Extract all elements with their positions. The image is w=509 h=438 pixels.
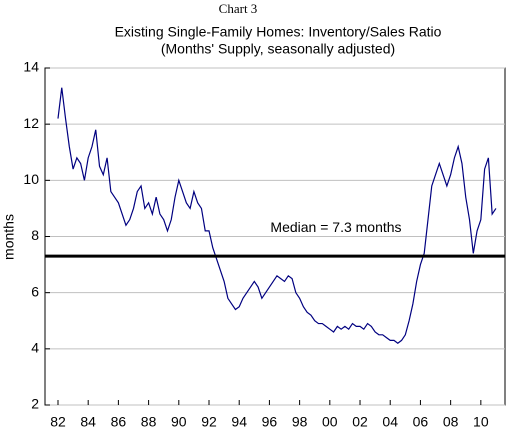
x-tick-label: 96 <box>262 414 278 430</box>
y-tick-label: 2 <box>31 396 39 412</box>
y-tick-label: 8 <box>31 227 39 243</box>
chart-subtitle: (Months' Supply, seasonally adjusted) <box>161 41 395 57</box>
x-tick-label: 86 <box>111 414 127 430</box>
y-tick-label: 6 <box>31 283 39 299</box>
y-tick-label: 12 <box>23 115 39 131</box>
x-tick-label: 00 <box>322 414 338 430</box>
x-tick-label: 08 <box>443 414 459 430</box>
y-axis-label: months <box>1 214 17 260</box>
data-line <box>57 87 497 344</box>
x-tick-label: 90 <box>171 414 187 430</box>
x-tick-label: 02 <box>352 414 368 430</box>
x-tick-label: 88 <box>141 414 157 430</box>
x-tick-label: 84 <box>80 414 96 430</box>
x-tick-label: 82 <box>50 414 66 430</box>
x-tick-label: 98 <box>292 414 308 430</box>
y-tick-label: 14 <box>23 59 39 75</box>
y-tick-label: 10 <box>23 171 39 187</box>
x-tick-label: 92 <box>201 414 217 430</box>
chart-title: Existing Single-Family Homes: Inventory/… <box>115 24 442 40</box>
x-tick-label: 06 <box>413 414 429 430</box>
x-tick-label: 94 <box>231 414 247 430</box>
x-tick-label: 04 <box>382 414 398 430</box>
chart-header: Chart 3 <box>219 1 258 16</box>
median-annotation: Median = 7.3 months <box>270 219 401 235</box>
y-tick-label: 4 <box>31 340 39 356</box>
x-tick-label: 10 <box>473 414 489 430</box>
